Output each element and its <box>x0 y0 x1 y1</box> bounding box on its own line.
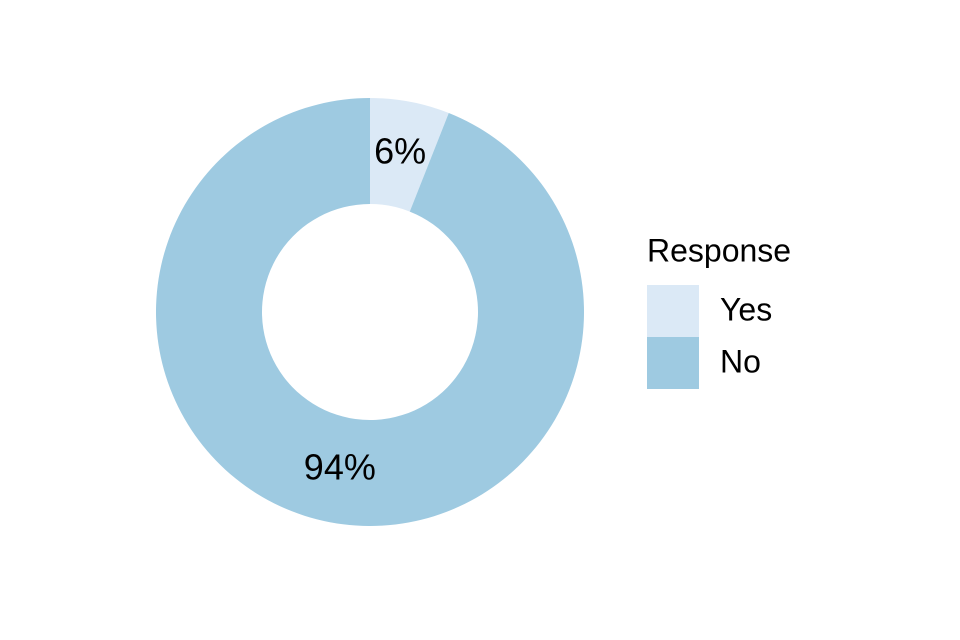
donut-slice <box>370 98 449 212</box>
legend-swatch <box>647 285 699 337</box>
legend-swatch <box>647 337 699 389</box>
legend-title: Response <box>647 232 791 268</box>
donut-slice <box>155 98 585 526</box>
legend-label: Yes <box>720 291 772 327</box>
legend-label: No <box>720 343 761 379</box>
value-label: 6% <box>374 130 426 171</box>
value-label: 94% <box>304 447 376 488</box>
